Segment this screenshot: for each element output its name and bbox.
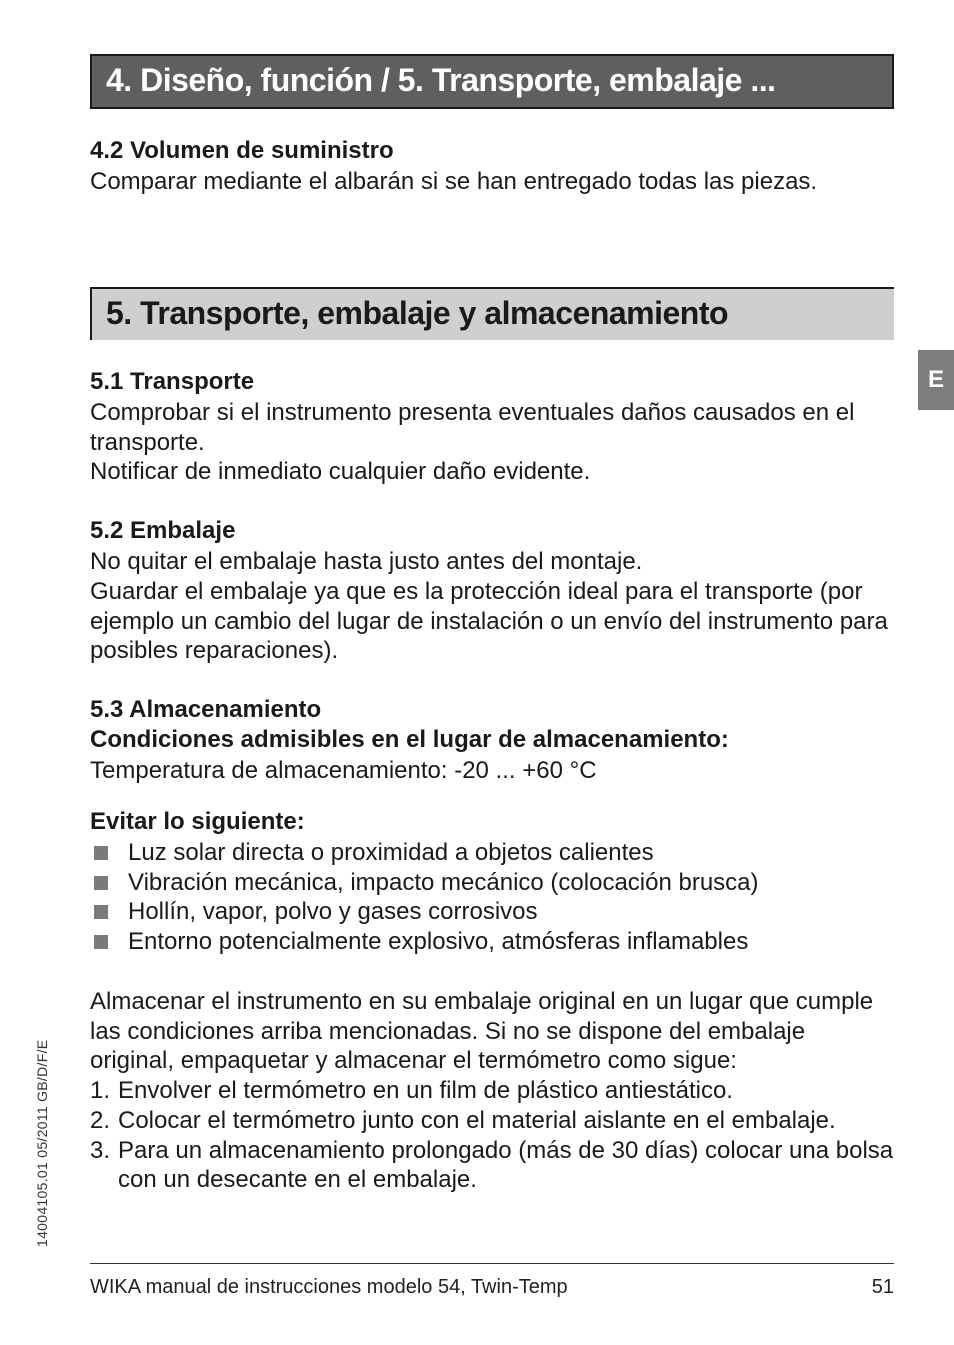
list-item: 1.Envolver el termómetro en un film de p… bbox=[90, 1076, 894, 1106]
sec-5-3-storage-body: Almacenar el instrumento en su embalaje … bbox=[90, 987, 894, 1076]
sec-5-3-cond-heading: Condiciones admisibles en el lugar de al… bbox=[90, 726, 894, 754]
sec-5-2-body1: No quitar el embalaje hasta justo antes … bbox=[90, 547, 894, 577]
sec-5-1-heading: 5.1 Transporte bbox=[90, 368, 894, 396]
document-number: 14004105.01 05/2011 GB/D/F/E bbox=[34, 1040, 50, 1247]
sec-5-3-cond-body: Temperatura de almacenamiento: -20 ... +… bbox=[90, 756, 894, 786]
sec-5-3-heading: 5.3 Almacenamiento bbox=[90, 696, 894, 724]
section-5-banner: 5. Transporte, embalaje y almacenamiento bbox=[90, 287, 894, 340]
sec-5-1-body1: Comprobar si el instrumento presenta eve… bbox=[90, 398, 894, 458]
storage-steps-list: 1.Envolver el termómetro en un film de p… bbox=[90, 1076, 894, 1195]
language-tab: E bbox=[918, 350, 954, 410]
step-text: Para un almacenamiento prolongado (más d… bbox=[118, 1137, 893, 1194]
list-item: 3.Para un almacenamiento prolongado (más… bbox=[90, 1136, 894, 1196]
step-text: Envolver el termómetro en un film de plá… bbox=[118, 1077, 733, 1104]
sec-5-1-body2: Notificar de inmediato cualquier daño ev… bbox=[90, 457, 894, 487]
footer-title: WIKA manual de instrucciones modelo 54, … bbox=[90, 1276, 568, 1299]
sec-4-2-body: Comparar mediante el albarán si se han e… bbox=[90, 167, 894, 197]
page-number: 51 bbox=[872, 1276, 894, 1299]
list-item: Entorno potencialmente explosivo, atmósf… bbox=[90, 927, 894, 957]
list-item: Vibración mecánica, impacto mecánico (co… bbox=[90, 868, 894, 898]
avoid-bullet-list: Luz solar directa o proximidad a objetos… bbox=[90, 838, 894, 957]
list-item: Luz solar directa o proximidad a objetos… bbox=[90, 838, 894, 868]
page-footer: WIKA manual de instrucciones modelo 54, … bbox=[90, 1263, 894, 1299]
sec-4-2-heading: 4.2 Volumen de suministro bbox=[90, 137, 894, 165]
sec-5-2-body2: Guardar el embalaje ya que es la protecc… bbox=[90, 577, 894, 666]
chapter-banner: 4. Diseño, función / 5. Transporte, emba… bbox=[90, 54, 894, 109]
list-item: Hollín, vapor, polvo y gases corrosivos bbox=[90, 897, 894, 927]
sec-5-2-heading: 5.2 Embalaje bbox=[90, 517, 894, 545]
step-text: Colocar el termómetro junto con el mater… bbox=[118, 1107, 836, 1134]
sec-5-3-avoid-heading: Evitar lo siguiente: bbox=[90, 808, 894, 836]
list-item: 2.Colocar el termómetro junto con el mat… bbox=[90, 1106, 894, 1136]
